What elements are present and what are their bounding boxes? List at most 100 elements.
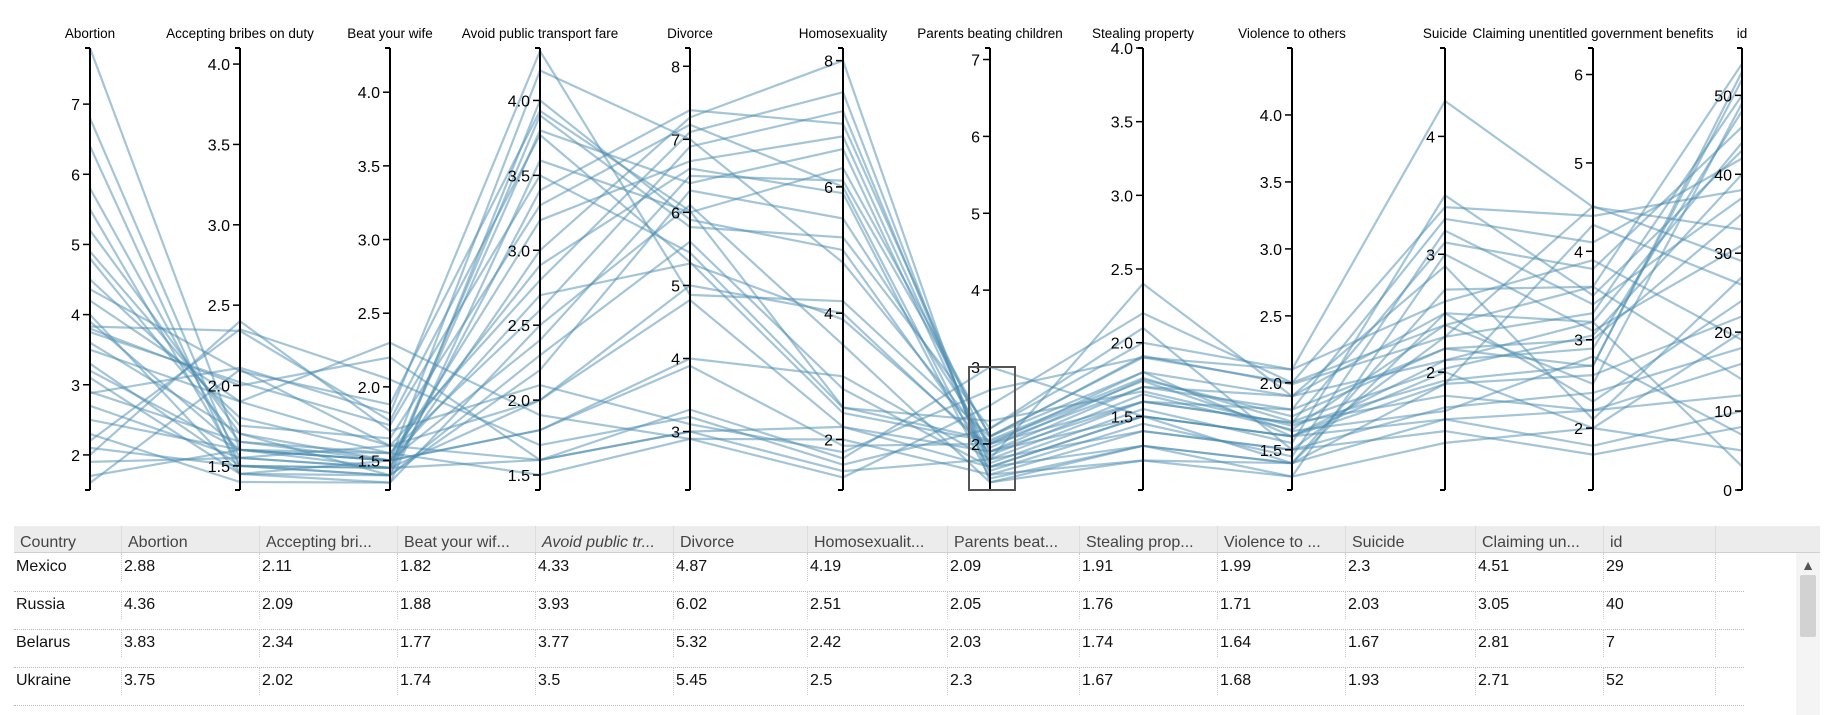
column-header-accepting-bribes[interactable]: Accepting bri...	[260, 526, 398, 552]
column-header-violence[interactable]: Violence to ...	[1218, 526, 1346, 552]
data-line	[89, 167, 1743, 480]
column-header-country[interactable]: Country	[14, 526, 122, 552]
cell-avoid-public-transport: 3.77	[536, 629, 674, 657]
tick-label: 3.5	[1111, 115, 1133, 132]
cell-divorce: 5.45	[674, 667, 808, 695]
cell-homosexuality: 4.19	[808, 553, 948, 581]
grid-header: Country Abortion Accepting bri... Beat y…	[14, 526, 1820, 553]
tick-label: 6	[671, 205, 680, 222]
table-row[interactable]: Russia 4.36 2.09 1.88 3.93 6.02 2.51 2.0…	[14, 591, 1744, 630]
axis-title[interactable]: Abortion	[65, 26, 115, 41]
brush-selection[interactable]	[968, 366, 1016, 491]
tick-label: 1.5	[208, 459, 230, 476]
tick-label: 4.0	[358, 85, 380, 102]
axis-title[interactable]: Stealing property	[1092, 26, 1194, 41]
tick-label: 3.5	[208, 137, 230, 154]
axis-8: 1.5 2.0 2.5 3.0 3.5 4.0 Violence to others	[1238, 26, 1346, 491]
tick-label: 2	[71, 448, 80, 465]
cell-claiming: 2.81	[1476, 629, 1604, 657]
cell-accepting-bribes: 2.09	[260, 591, 398, 619]
cell-divorce: 6.02	[674, 591, 808, 619]
cell-claiming: 3.05	[1476, 591, 1604, 619]
tick-label: 3.0	[358, 233, 380, 250]
column-header-abortion[interactable]: Abortion	[122, 526, 260, 552]
tick-label: 2.5	[508, 318, 530, 335]
tick-label: 3.0	[1111, 188, 1133, 205]
column-header-id[interactable]: id	[1604, 526, 1716, 552]
tick-label: 6	[971, 129, 980, 146]
column-header-avoid-public-transport[interactable]: Avoid public tr...	[536, 526, 674, 552]
tick-label: 3	[671, 425, 680, 442]
axis-title[interactable]: Claiming unentitled government benefits	[1473, 26, 1714, 41]
tick-label: 40	[1714, 167, 1732, 184]
data-line	[89, 71, 1743, 462]
column-header-beat-your-wife[interactable]: Beat your wif...	[398, 526, 536, 552]
axis-title[interactable]: Suicide	[1423, 26, 1467, 41]
axis-1: 1.5 2.0 2.5 3.0 3.5 4.0 Accepting bribes on du…	[166, 26, 314, 491]
axis-title[interactable]: Violence to others	[1238, 26, 1346, 41]
cell-country: Russia	[14, 591, 122, 619]
data-line	[89, 240, 1743, 477]
tick-label: 4	[671, 351, 680, 368]
axis-5: 2 4 6 8 Homosexuality	[799, 26, 888, 491]
table-row[interactable]: Belarus 3.83 2.34 1.77 3.77 5.32 2.42 2.…	[14, 629, 1744, 668]
cell-id: 52	[1604, 667, 1716, 695]
tick-label: 1.5	[1260, 443, 1282, 460]
axis-title[interactable]: Parents beating children	[917, 26, 1063, 41]
data-line	[89, 259, 1743, 456]
cell-beat-your-wife: 1.74	[398, 667, 536, 695]
cell-parents-beating: 2.09	[948, 553, 1080, 581]
tick-label: 6	[71, 167, 80, 184]
scroll-up-icon[interactable]: ▲	[1801, 557, 1815, 573]
cell-suicide: 2.03	[1346, 591, 1476, 619]
data-line	[88, 145, 1743, 476]
axis-title[interactable]: Avoid public transport fare	[462, 26, 619, 41]
tick-label: 2.0	[358, 380, 380, 397]
axis-title[interactable]: id	[1737, 26, 1748, 41]
cell-stealing-property: 1.91	[1080, 553, 1218, 581]
column-header-parents-beating[interactable]: Parents beat...	[948, 526, 1080, 552]
tick-label: 3	[1426, 247, 1435, 264]
tick-label: 1.5	[358, 454, 380, 471]
axis-title[interactable]: Homosexuality	[799, 26, 888, 41]
cell-beat-your-wife: 1.82	[398, 553, 536, 581]
tick-label: 2.0	[1111, 336, 1133, 353]
tick-label: 2	[971, 437, 980, 454]
column-header-divorce[interactable]: Divorce	[674, 526, 808, 552]
tick-label: 30	[1714, 246, 1732, 263]
tick-label: 7	[971, 53, 980, 70]
tick-label: 2	[1574, 421, 1583, 438]
data-line	[89, 298, 1743, 470]
cell-divorce: 4.87	[674, 553, 808, 581]
axis-title[interactable]: Accepting bribes on duty	[166, 26, 314, 41]
cell-accepting-bribes: 2.11	[260, 553, 398, 581]
data-line	[89, 129, 1743, 470]
table-row[interactable]: Ukraine 3.75 2.02 1.74 3.5 5.45 2.5 2.3 …	[14, 667, 1744, 706]
table-row[interactable]: Mexico 2.88 2.11 1.82 4.33 4.87 4.19 2.0…	[14, 553, 1744, 592]
data-line	[89, 59, 1743, 484]
cell-suicide: 1.67	[1346, 629, 1476, 657]
tick-label: 5	[1574, 156, 1583, 173]
tick-label: 2.0	[1260, 376, 1282, 393]
column-header-homosexuality[interactable]: Homosexualit...	[808, 526, 948, 552]
axis-6: 2 3 4 5 6 7 Parents beating children	[917, 26, 1063, 491]
column-header-claiming[interactable]: Claiming un...	[1476, 526, 1604, 552]
cell-stealing-property: 1.74	[1080, 629, 1218, 657]
grid-scrollbar[interactable]: ▲	[1796, 553, 1820, 715]
cell-avoid-public-transport: 3.5	[536, 667, 674, 695]
tick-label: 7	[671, 132, 680, 149]
cell-abortion: 4.36	[122, 591, 260, 619]
data-line	[89, 48, 1743, 439]
cell-suicide: 1.93	[1346, 667, 1476, 695]
cell-homosexuality: 2.51	[808, 591, 948, 619]
column-header-stealing-property[interactable]: Stealing prop...	[1080, 526, 1218, 552]
scroll-thumb[interactable]	[1800, 575, 1816, 637]
axis-title[interactable]: Divorce	[667, 26, 713, 41]
data-grid: Mexico 2.88 2.11 1.82 4.33 4.87 4.19 2.0…	[14, 553, 1744, 715]
axis-title[interactable]: Beat your wife	[347, 26, 433, 41]
data-line	[89, 282, 1743, 473]
column-header-suicide[interactable]: Suicide	[1346, 526, 1476, 552]
tick-label: 3.5	[1260, 175, 1282, 192]
tick-label: 4	[824, 306, 833, 323]
data-line	[89, 98, 1743, 477]
